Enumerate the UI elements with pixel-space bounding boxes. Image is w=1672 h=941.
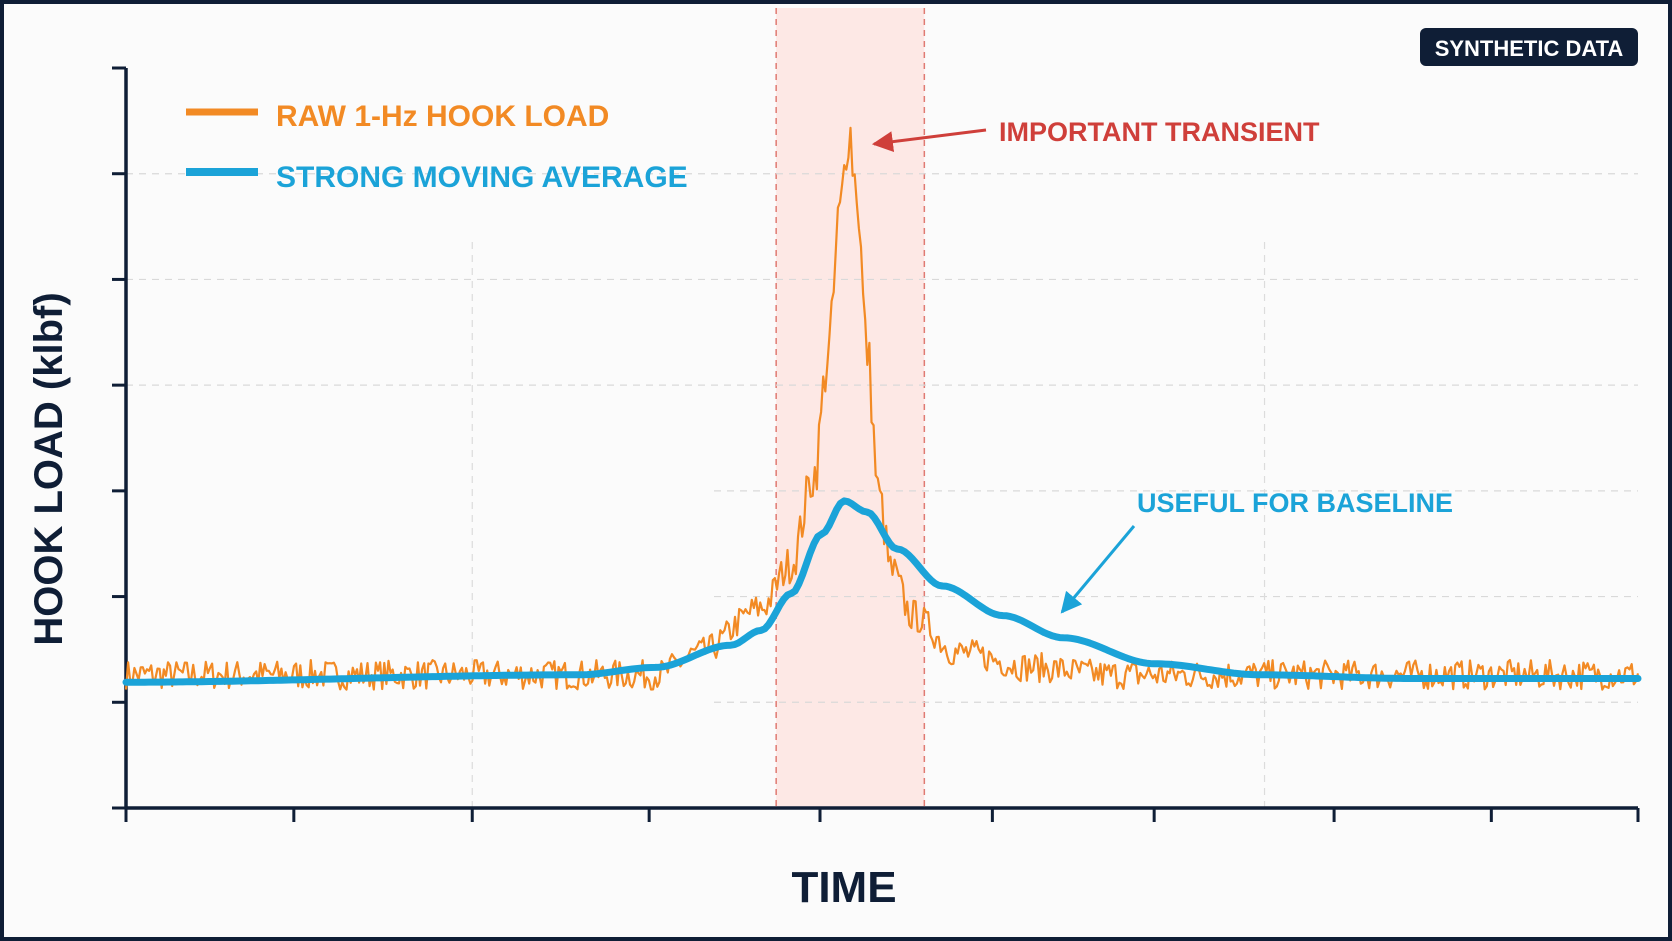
annotation-transient: IMPORTANT TRANSIENT	[871, 117, 1320, 153]
legend-label-average: STRONG MOVING AVERAGE	[276, 161, 688, 194]
transient-arrow	[871, 128, 987, 153]
x-axis-title: TIME	[791, 863, 896, 912]
badge-background	[1420, 28, 1638, 66]
y-axis-title: HOOK LOAD (klbf)	[27, 292, 71, 645]
baseline-label: USEFUL FOR BASELINE	[1137, 488, 1453, 518]
chart-frame: RAW 1-Hz HOOK LOAD STRONG MOVING AVERAGE…	[4, 4, 1668, 937]
synthetic-data-badge: SYNTHETIC DATA	[1420, 28, 1638, 66]
badge-text: SYNTHETIC DATA	[1435, 36, 1624, 61]
transient-label: IMPORTANT TRANSIENT	[999, 117, 1320, 147]
legend: RAW 1-Hz HOOK LOAD STRONG MOVING AVERAGE	[186, 100, 688, 194]
moving-average-line	[122, 497, 1642, 686]
annotation-baseline: USEFUL FOR BASELINE	[1060, 488, 1453, 614]
hook-load-chart: RAW 1-Hz HOOK LOAD STRONG MOVING AVERAGE…	[27, 8, 1642, 912]
baseline-arrow	[1060, 525, 1136, 614]
legend-label-raw: RAW 1-Hz HOOK LOAD	[276, 100, 609, 133]
